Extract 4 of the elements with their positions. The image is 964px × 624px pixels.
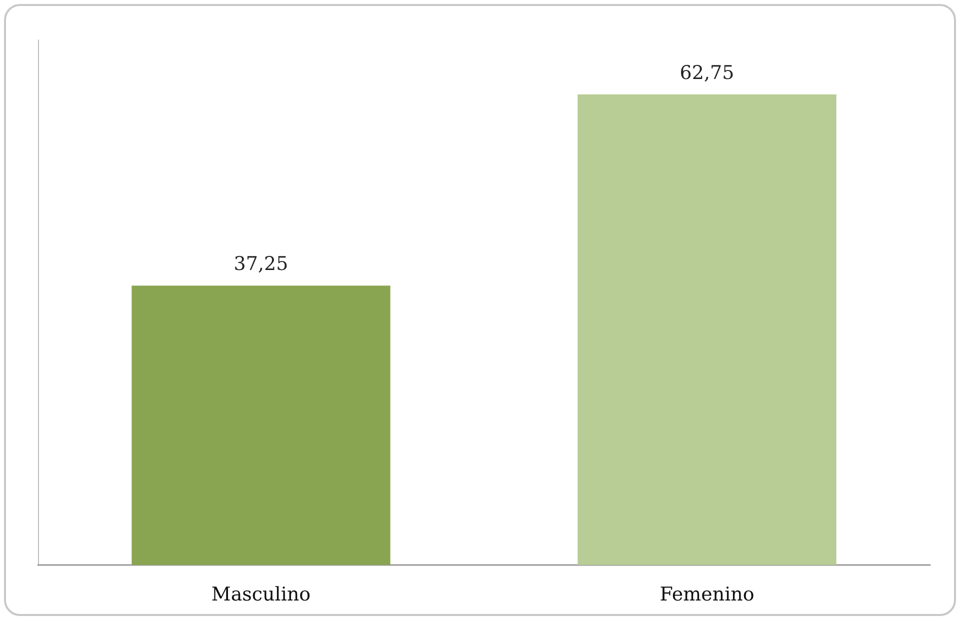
x-tick-label: Femenino [660, 584, 754, 606]
data-label: 62,75 [680, 62, 734, 84]
x-tick-label: Masculino [211, 584, 311, 606]
data-label: 37,25 [234, 253, 288, 276]
